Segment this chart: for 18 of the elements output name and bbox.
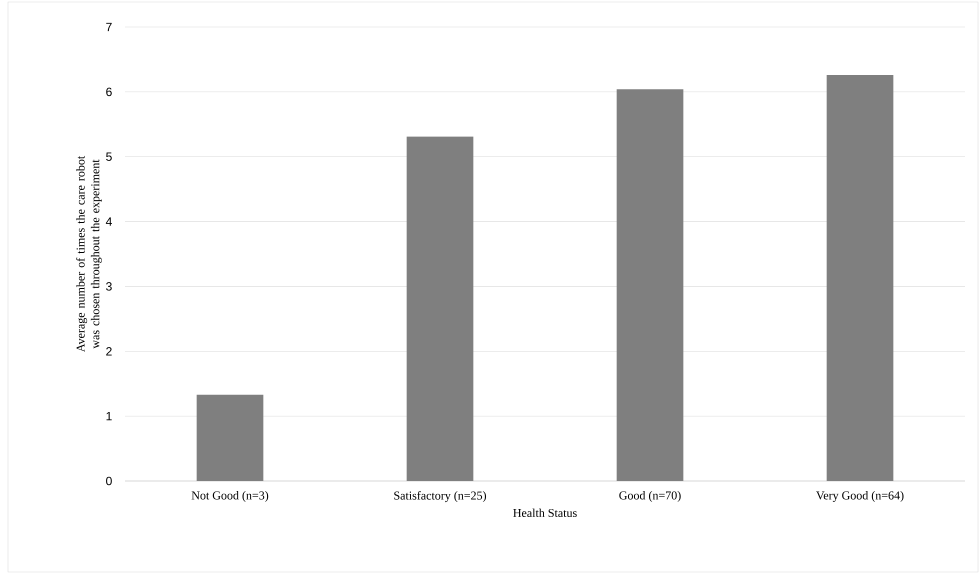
bar	[616, 89, 684, 481]
bar	[406, 136, 474, 481]
bar	[826, 74, 894, 481]
x-tick-label: Very Good (n=64)	[816, 491, 904, 502]
y-axis-title: Average number of times the care robot was chosen throughout the experiment	[76, 156, 102, 352]
y-tick-label: 0	[106, 476, 112, 486]
y-tick-label: 1	[106, 412, 112, 420]
y-tick-label: 5	[106, 152, 112, 161]
x-tick-label: Not Good (n=3)	[192, 491, 268, 502]
y-tick-label: 2	[106, 347, 112, 356]
y-tick-label: 4	[106, 217, 112, 226]
y-tick-label: 3	[106, 282, 112, 291]
y-tick-label: 6	[106, 88, 112, 96]
x-tick-label: Good (n=70)	[619, 491, 681, 502]
y-tick-label: 7	[106, 22, 112, 32]
bar	[196, 394, 264, 481]
x-axis-title: Health Status	[513, 508, 577, 518]
x-tick-label: Satisfactory (n=25)	[394, 491, 486, 502]
